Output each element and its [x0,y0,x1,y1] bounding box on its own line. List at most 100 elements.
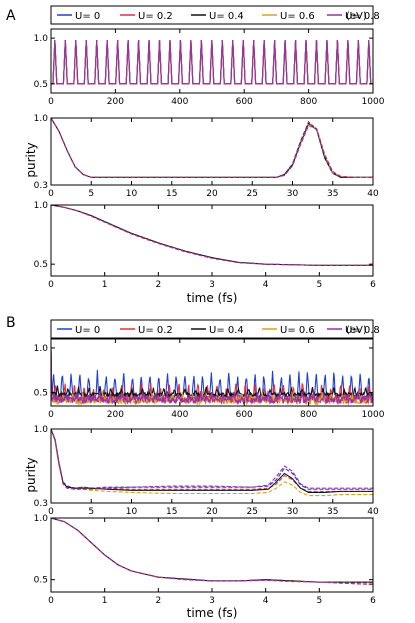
chart-a-long-time: 0 200 400 600 800 1000 0.5 1.0 [34,28,385,107]
series-line-u-0-4 [51,518,373,583]
x-tick-label: 0 [48,410,54,420]
x-tick-label: 5 [88,507,94,517]
x-tick-label: 200 [107,97,124,107]
legend-unit: (eV) [346,325,367,336]
x-tick-label: 30 [287,189,299,199]
x-tick-label: 0 [48,596,54,606]
series-line-u-0 [51,205,373,266]
series-line-u-0-8 [51,205,373,266]
x-tick-label: 4 [263,596,269,606]
ylabel-b: purity [24,457,38,492]
x-tick-label: 15 [166,507,177,517]
legend-frame [50,319,374,339]
x-tick-label: 800 [300,97,317,107]
x-tick-label: 0 [48,507,54,517]
y-tick-label: 1.0 [34,514,49,524]
series-line-u-0-6 [51,429,373,497]
chart-a-short-time: 0 1 2 3 4 5 6 0.5 1.0 [34,201,376,290]
legend-label: U= 0.2 [138,325,173,336]
x-tick-label: 10 [126,189,138,199]
x-tick-label: 600 [236,97,253,107]
series-line-u-0-2 [51,118,373,178]
x-tick-label: 2 [155,596,161,606]
x-tick-label: 40 [367,189,379,199]
series-line-u-0-2 [51,429,373,492]
x-tick-label: 25 [247,189,258,199]
series-line-u-0-8 [51,429,373,490]
legend-label: U= 0 [75,325,100,336]
x-tick-label: 15 [166,189,177,199]
series-line-u-0 [51,429,373,490]
legend-label: U= 0.4 [209,325,244,336]
y-tick-label: 0.5 [34,576,48,586]
x-tick-label: 25 [247,507,258,517]
legend-frame [50,5,374,25]
legend-label: U= 0 [75,11,100,22]
legend-panel-b: U= 0 U= 0.2 U= 0.4 U= 0.6 U= 0.8(eV) [50,319,380,339]
axes-frame [50,28,374,94]
series-line-u-0-6 [51,205,373,266]
x-tick-label: 1000 [362,97,385,107]
chart-b-short-time: 0 1 2 3 4 5 6 0.5 1.0 [34,514,376,606]
x-tick-label: 6 [370,280,376,290]
x-tick-label: 30 [287,507,299,517]
x-tick-label: 3 [209,280,215,290]
y-tick-label: 1.0 [34,425,49,435]
series-line-u-0-4 [51,205,373,266]
y-tick-label: 0.5 [34,389,48,399]
y-tick-label: 0.3 [34,499,48,509]
series-line-u-0-2 [51,205,373,266]
series-line-u-0-8 [51,518,373,586]
x-tick-label: 0 [48,280,54,290]
x-tick-label: 2 [155,280,161,290]
ylabel-a: purity [24,142,38,177]
x-tick-label: 400 [171,410,188,420]
x-tick-label: 0 [48,189,54,199]
axes-frame [50,117,374,186]
x-tick-label: 1 [102,596,108,606]
y-tick-label: 0.5 [34,260,48,270]
series-line-u-0-8 [51,39,373,85]
legend-panel-a: U= 0 U= 0.2 U= 0.4 U= 0.6 U= 0.8(eV) [50,5,380,25]
x-tick-label: 40 [367,507,379,517]
x-tick-label: 1000 [362,410,385,420]
series-line-u-0 [51,118,373,178]
panel-label-b: B [6,315,16,331]
series-line-u-0-8 [51,118,373,178]
y-tick-label: 0.3 [34,181,48,191]
series-line-u-0-8 [51,349,373,406]
x-tick-label: 5 [316,596,322,606]
legend-unit: (eV) [346,11,367,22]
x-tick-label: 20 [206,507,218,517]
y-tick-label: 0.5 [34,80,48,90]
x-tick-label: 400 [171,97,188,107]
panel-label-a: A [6,8,16,24]
y-tick-label: 1.0 [34,34,49,44]
axes-frame [50,338,374,407]
x-tick-label: 35 [327,189,338,199]
x-tick-label: 10 [126,507,138,517]
x-tick-label: 6 [370,596,376,606]
legend-label: U= 0.2 [138,11,173,22]
chart-a-mid-time: 0 5 10 15 20 25 30 35 40 0.3 1.0 [34,114,379,199]
series-line-u-0-4 [51,429,373,493]
x-tick-label: 20 [206,189,218,199]
x-tick-label: 1 [102,280,108,290]
xlabel-a: time (fs) [187,291,238,305]
series-line-u-0-6 [51,118,373,178]
chart-b-long-time: 0 200 400 600 800 1000 0.5 1.0 [34,338,385,420]
x-tick-label: 4 [263,280,269,290]
x-tick-label: 5 [316,280,322,290]
x-tick-label: 35 [327,507,338,517]
x-tick-label: 600 [236,410,253,420]
series-line-u-0-4 [51,118,373,178]
legend-label: U= 0.6 [280,325,315,336]
xlabel-b: time (fs) [187,606,238,620]
y-tick-label: 1.0 [34,114,49,124]
y-tick-label: 1.0 [34,201,49,211]
x-tick-label: 200 [107,410,124,420]
x-tick-label: 800 [300,410,317,420]
chart-b-mid-time: 0 5 10 15 20 25 30 35 40 0.3 1.0 [34,425,379,517]
x-tick-label: 3 [209,596,215,606]
